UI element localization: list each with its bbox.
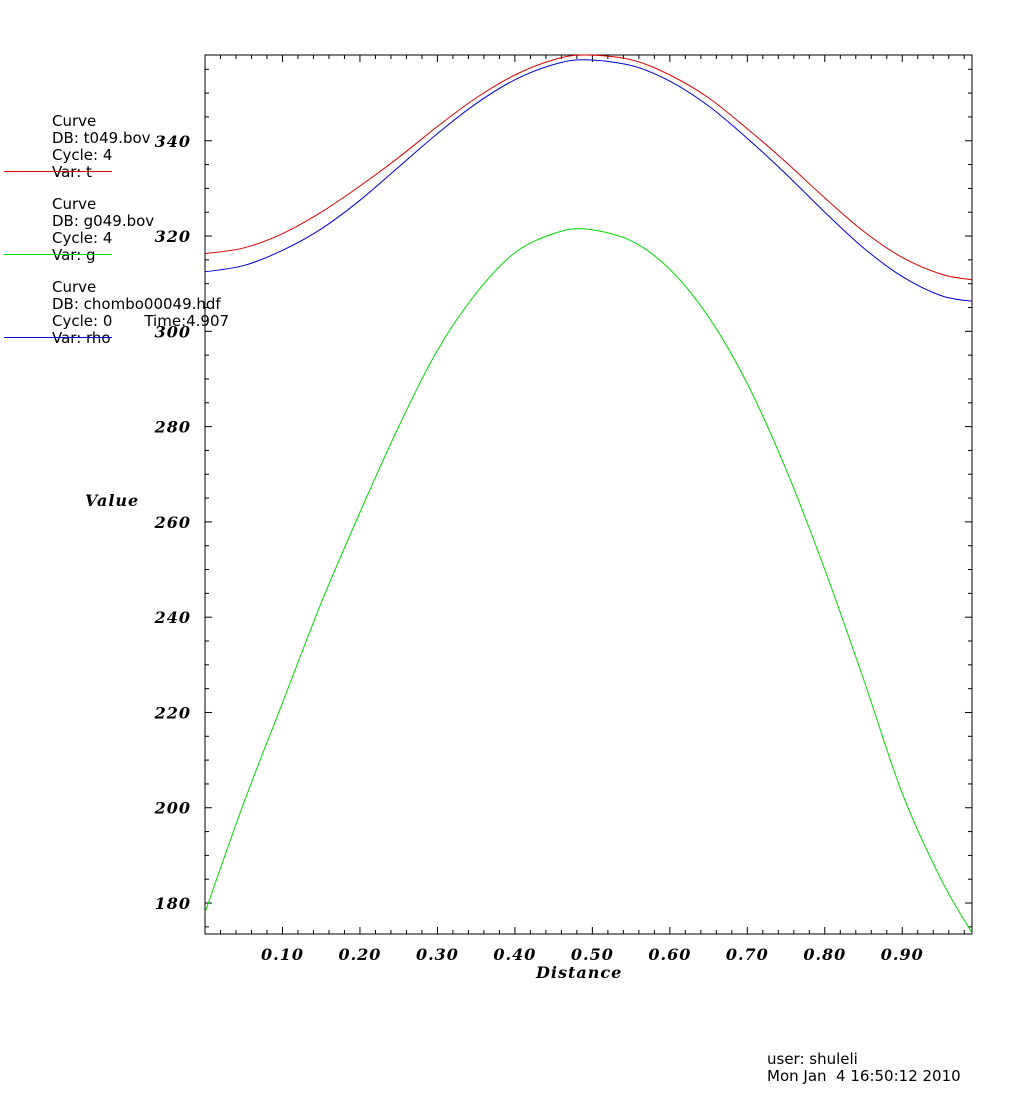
x-axis-label: Distance [536, 963, 623, 982]
legend-cycle: Cycle: 4 [52, 229, 113, 247]
y-axis-label: Value [85, 491, 140, 510]
legend-db: DB: chombo00049.hdf [52, 295, 221, 313]
y-tick-label: 340 [155, 132, 191, 151]
legend-swatch-g [4, 254, 112, 255]
x-tick-label: 0.40 [493, 945, 536, 964]
footer-date: Mon Jan 4 16:50:12 2010 [767, 1067, 961, 1085]
legend-cycle: Cycle: 0 [52, 312, 113, 330]
x-tick-label: 0.80 [803, 945, 846, 964]
legend-entry-g: Curve DB: g049.bov Cycle: 4 Var: g [52, 196, 154, 264]
curves [204, 54, 973, 934]
y-tick-label: 320 [155, 227, 191, 246]
tick-labels: 180 200 220 240 260 280 300 320 340 0.10 0.20 0.30 0… [154, 132, 924, 964]
plot-frame [204, 54, 973, 935]
legend-time: Time:4.907 [144, 312, 230, 330]
legend-swatch-rho [4, 337, 112, 338]
legend-cycle-time: Cycle: 0 Time:4.907 [52, 313, 229, 330]
y-tick-label: 200 [154, 799, 191, 818]
footer: user: shuleli Mon Jan 4 16:50:12 2010 [767, 1051, 961, 1085]
x-tick-label: 0.30 [416, 945, 459, 964]
x-tick-label: 0.60 [648, 945, 691, 964]
legend-kind: Curve [52, 278, 97, 296]
series-line-t [204, 54, 973, 281]
legend-var: Var: g [52, 246, 96, 264]
legend-var: Var: t [52, 163, 92, 181]
y-tick-label: 280 [154, 418, 191, 437]
y-tick-label: 220 [154, 703, 191, 722]
x-tick-label: 0.90 [881, 945, 924, 964]
legend-cycle: Cycle: 4 [52, 146, 113, 164]
legend-kind: Curve [52, 112, 97, 130]
series-line-g [204, 228, 973, 934]
legend-var: Var: rho [52, 329, 111, 347]
series-line-rho [204, 59, 973, 302]
footer-user: user: shuleli [767, 1050, 858, 1068]
y-tick-label: 260 [154, 513, 191, 532]
y-tick-label: 180 [155, 894, 191, 913]
axes [204, 54, 973, 935]
y-tick-label: 300 [155, 322, 191, 341]
legend-db: DB: t049.bov [52, 129, 151, 147]
y-tick-label: 240 [154, 608, 191, 627]
x-tick-label: 0.50 [571, 945, 614, 964]
legend-entry-rho: Curve DB: chombo00049.hdf Cycle: 0 Time:4… [52, 279, 229, 347]
x-tick-label: 0.20 [338, 945, 381, 964]
legend-swatch-t [4, 171, 112, 172]
x-tick-label: 0.70 [726, 945, 769, 964]
x-tick-label: 0.10 [261, 945, 304, 964]
legend-entry-t: Curve DB: t049.bov Cycle: 4 Var: t [52, 113, 151, 181]
legend-kind: Curve [52, 195, 97, 213]
legend-db: DB: g049.bov [52, 212, 155, 230]
